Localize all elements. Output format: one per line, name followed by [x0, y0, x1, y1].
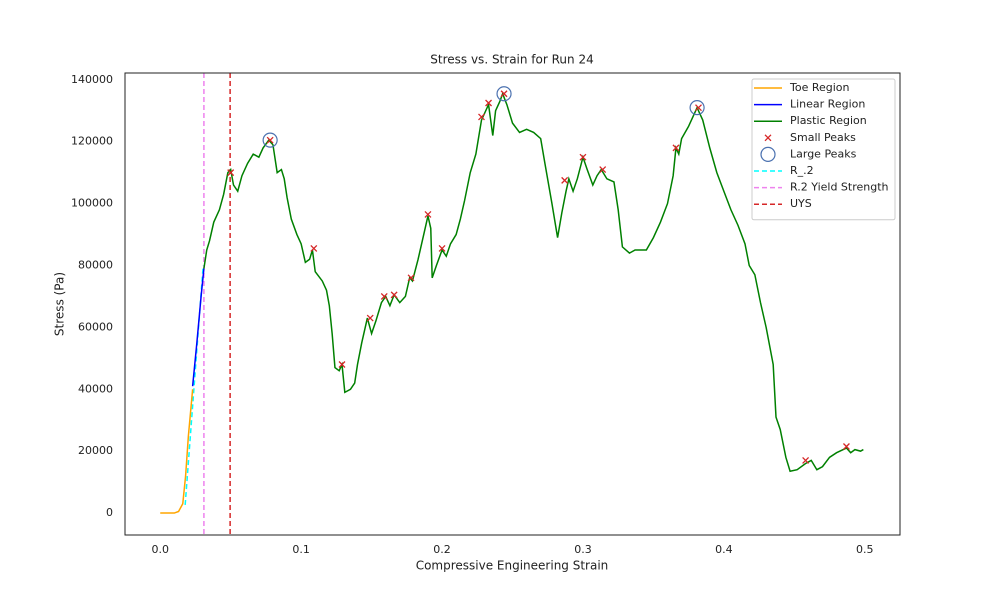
cross-stroke [227, 169, 235, 177]
legend-label: Toe Region [789, 81, 850, 94]
small-peak [390, 291, 398, 299]
small-peak [485, 99, 493, 107]
small-peak [227, 169, 235, 177]
cross-stroke [310, 244, 318, 252]
legend-label: Linear Region [790, 98, 865, 111]
cross-stroke [485, 99, 493, 107]
small-peak [438, 244, 446, 252]
axes-frame [124, 72, 901, 536]
x-tick-label: 0.3 [574, 543, 592, 556]
small-peak [500, 90, 508, 98]
cross-stroke [599, 166, 607, 174]
x-tick-label: 0.0 [151, 543, 169, 556]
series-line [160, 389, 194, 514]
cross-stroke [338, 361, 346, 368]
small-peak [407, 274, 415, 282]
y-tick-label: 60000 [78, 320, 113, 333]
legend-swatch [764, 134, 772, 142]
chart-title: Stress vs. Strain for Run 24 [430, 53, 593, 67]
small-peak [695, 104, 702, 112]
y-tick-label: 120000 [71, 135, 113, 148]
x-tick-label: 0.1 [292, 543, 310, 556]
legend-label: R_.2 [790, 164, 814, 177]
cross-stroke [366, 314, 374, 322]
cross-stroke [672, 144, 680, 152]
cross-stroke [380, 292, 388, 300]
large-peak [496, 86, 512, 102]
small-peak [310, 244, 318, 252]
cross-stroke [842, 443, 850, 450]
cross-stroke [390, 291, 398, 299]
y-tick-label: 0 [106, 506, 113, 519]
cross-stroke [438, 244, 446, 252]
small-peak [672, 144, 680, 152]
y-axis-label: Stress (Pa) [53, 272, 67, 336]
x-axis-label: Compressive Engineering Strain [416, 559, 609, 573]
small-peak [380, 292, 388, 300]
small-peak [366, 314, 374, 322]
x-tick-label: 0.4 [715, 543, 733, 556]
small-peak [579, 153, 587, 161]
cross-stroke [478, 113, 485, 121]
large-peak [262, 132, 278, 148]
y-tick-label: 140000 [71, 73, 113, 86]
small-peak [599, 166, 607, 174]
x-tick-label: 0.2 [433, 543, 451, 556]
cross-stroke [424, 210, 432, 218]
x-tick-label: 0.5 [856, 543, 874, 556]
cross-stroke [266, 136, 274, 144]
cross-stroke [579, 153, 587, 161]
y-tick-label: 40000 [78, 382, 113, 395]
cross-stroke [695, 104, 702, 112]
small-peak [266, 136, 274, 144]
cross-stroke [407, 274, 415, 282]
legend: Toe Region Linear Region Plastic Region Sma… [751, 78, 896, 221]
legend-swatch [760, 146, 776, 162]
legend-label: Plastic Region [790, 114, 867, 127]
cross-stroke [802, 456, 810, 464]
legend-label: R.2 Yield Strength [790, 181, 889, 194]
cross-stroke [764, 134, 772, 142]
cross-stroke [500, 90, 508, 98]
small-peak [478, 113, 485, 121]
legend-label: Large Peaks [790, 147, 857, 160]
small-peak [802, 456, 810, 464]
small-peak [338, 361, 346, 368]
series-line [203, 91, 864, 473]
small-peak [424, 210, 432, 218]
y-tick-label: 80000 [78, 258, 113, 271]
small-peak [561, 176, 569, 184]
y-tick-label: 20000 [78, 444, 113, 457]
large-peak [689, 100, 705, 116]
cross-stroke [561, 176, 569, 184]
small-peak [842, 443, 850, 450]
legend-box [751, 78, 896, 221]
legend-label: Small Peaks [790, 131, 856, 144]
series-line [191, 268, 205, 387]
y-tick-label: 100000 [71, 197, 113, 210]
legend-label: UYS [790, 197, 812, 210]
